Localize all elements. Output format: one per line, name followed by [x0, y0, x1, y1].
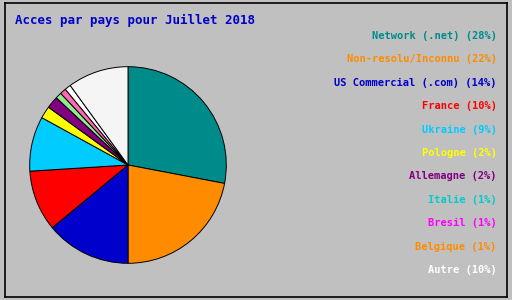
- Text: Bresil (1%): Bresil (1%): [428, 218, 497, 228]
- Wedge shape: [128, 165, 225, 263]
- Text: Ukraine (9%): Ukraine (9%): [422, 124, 497, 135]
- Text: Italie (1%): Italie (1%): [428, 195, 497, 205]
- Text: Non-resolu/Inconnu (22%): Non-resolu/Inconnu (22%): [347, 54, 497, 64]
- Wedge shape: [70, 67, 128, 165]
- Wedge shape: [66, 85, 128, 165]
- Wedge shape: [30, 165, 128, 228]
- Wedge shape: [52, 165, 128, 263]
- Text: Allemagne (2%): Allemagne (2%): [409, 171, 497, 182]
- Wedge shape: [128, 67, 226, 183]
- Wedge shape: [56, 93, 128, 165]
- Text: Autre (10%): Autre (10%): [428, 265, 497, 275]
- Wedge shape: [30, 118, 128, 171]
- Wedge shape: [61, 89, 128, 165]
- Text: Pologne (2%): Pologne (2%): [422, 148, 497, 158]
- Text: Belgique (1%): Belgique (1%): [415, 242, 497, 252]
- Text: Network (.net) (28%): Network (.net) (28%): [372, 31, 497, 41]
- Text: France (10%): France (10%): [422, 101, 497, 111]
- Wedge shape: [49, 98, 128, 165]
- Text: US Commercial (.com) (14%): US Commercial (.com) (14%): [334, 78, 497, 88]
- Wedge shape: [42, 107, 128, 165]
- Text: Acces par pays pour Juillet 2018: Acces par pays pour Juillet 2018: [15, 14, 255, 27]
